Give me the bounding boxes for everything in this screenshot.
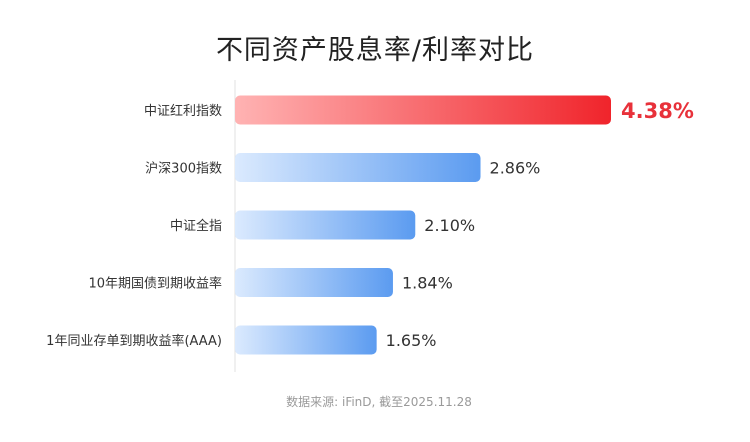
value-label-0: 4.38% bbox=[621, 99, 694, 123]
value-label-3: 1.84% bbox=[402, 274, 453, 293]
category-label-4: 1年同业存单到期收益率(AAA) bbox=[46, 333, 222, 349]
value-label-1: 2.86% bbox=[490, 159, 541, 178]
category-label-3: 10年期国债到期收益率 bbox=[88, 276, 222, 292]
data-source-note: 数据来源: iFinD, 截至2025.11.28 bbox=[286, 395, 472, 409]
bar-2 bbox=[235, 210, 416, 240]
value-label-4: 1.65% bbox=[386, 331, 437, 350]
category-label-2: 中证全指 bbox=[170, 218, 222, 234]
bar-4 bbox=[235, 325, 377, 355]
category-label-1: 沪深300指数 bbox=[145, 161, 222, 177]
bar-1 bbox=[235, 153, 481, 182]
category-label-0: 中证红利指数 bbox=[144, 103, 222, 119]
value-label-2: 2.10% bbox=[424, 216, 475, 235]
bar-3 bbox=[235, 268, 393, 297]
chart-title: 不同资产股息率/利率对比 bbox=[215, 35, 535, 66]
bar-0 bbox=[235, 95, 611, 125]
